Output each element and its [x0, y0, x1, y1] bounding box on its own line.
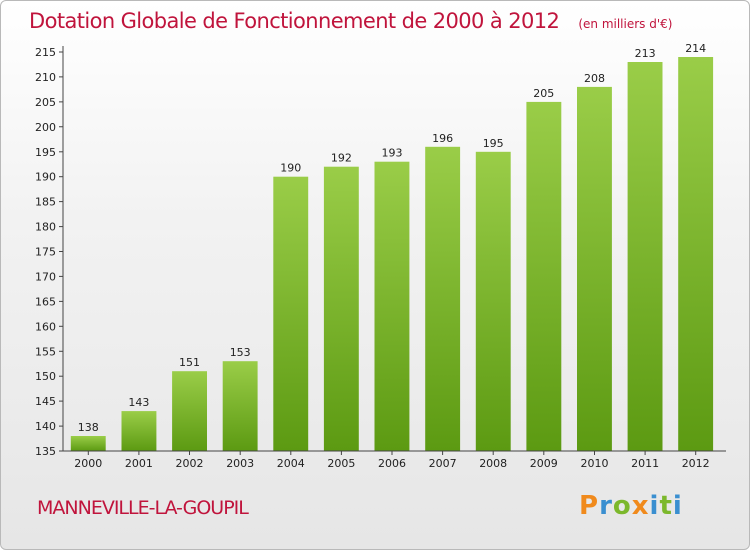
axes-group: 2000 2001 2002 2003 2004 2005 2006 2007 2008 2009…: [35, 46, 726, 470]
x-tick-2003: 2003: [226, 457, 254, 470]
x-tick-2002: 2002: [176, 457, 204, 470]
logo-letter: i: [672, 491, 683, 521]
data-label-2012: 214: [685, 42, 706, 55]
x-tick-2008: 2008: [479, 457, 507, 470]
bar-2006: [374, 161, 410, 451]
x-tick-2006: 2006: [378, 457, 406, 470]
data-label-2010: 208: [584, 72, 605, 85]
bar-2008: [475, 151, 511, 452]
y-tick-170: 170: [35, 270, 56, 283]
title-row: Dotation Globale de Fonctionnement de 20…: [29, 9, 672, 33]
y-tick-180: 180: [35, 221, 56, 234]
x-tick-2001: 2001: [125, 457, 153, 470]
data-label-2003: 153: [230, 346, 251, 359]
bar-2009: [526, 101, 562, 452]
chart-subtitle: (en milliers d'€): [578, 17, 673, 31]
y-tick-195: 195: [35, 146, 56, 159]
logo-letter: t: [659, 491, 673, 521]
bar-2011: [627, 62, 663, 451]
chart-title: Dotation Globale de Fonctionnement de 20…: [29, 9, 560, 33]
data-label-2004: 190: [280, 162, 301, 175]
data-label-2008: 195: [483, 137, 504, 150]
x-tick-2009: 2009: [530, 457, 558, 470]
proxiti-logo[interactable]: Proxiti: [579, 491, 683, 521]
bar-2010: [577, 86, 612, 452]
bar-2000: [70, 436, 106, 451]
commune-name: MANNEVILLE-LA-GOUPIL: [37, 497, 249, 519]
logo-letter: o: [612, 491, 632, 521]
x-tick-2007: 2007: [429, 457, 457, 470]
x-tick-2012: 2012: [682, 457, 710, 470]
data-label-2006: 193: [382, 147, 403, 160]
y-tick-185: 185: [35, 196, 56, 209]
x-tick-2011: 2011: [631, 457, 659, 470]
y-tick-145: 145: [35, 395, 56, 408]
y-tick-175: 175: [35, 246, 56, 259]
data-label-2005: 192: [331, 152, 352, 165]
bar-2004: [273, 176, 309, 451]
bar-2005: [323, 166, 359, 451]
data-label-2011: 213: [635, 47, 656, 60]
logo-letter: P: [579, 491, 600, 521]
bar-2003: [222, 361, 258, 451]
y-tick-165: 165: [35, 295, 56, 308]
y-tick-135: 135: [35, 445, 56, 458]
y-tick-150: 150: [35, 370, 56, 383]
x-tick-2005: 2005: [327, 457, 355, 470]
y-tick-140: 140: [35, 420, 56, 433]
y-tick-205: 205: [35, 96, 56, 109]
bar-2007: [425, 146, 461, 452]
logo-letter: r: [599, 491, 613, 521]
y-tick-215: 215: [35, 46, 56, 59]
x-tick-2000: 2000: [74, 457, 102, 470]
y-tick-190: 190: [35, 171, 56, 184]
bar-2002: [172, 371, 207, 451]
y-tick-200: 200: [35, 121, 56, 134]
data-label-2001: 143: [128, 396, 149, 409]
x-tick-2010: 2010: [581, 457, 609, 470]
x-tick-2004: 2004: [277, 457, 305, 470]
bar-2012: [678, 57, 714, 451]
data-label-2009: 205: [533, 87, 554, 100]
y-tick-155: 155: [35, 345, 56, 358]
logo-letter: x: [631, 491, 650, 521]
bars-group: 138 143 151 153 190 192 193 196 195 205 208 213 214: [70, 42, 714, 452]
data-label-2000: 138: [78, 421, 99, 434]
data-label-2007: 196: [432, 132, 453, 145]
y-tick-160: 160: [35, 320, 56, 333]
data-label-2002: 151: [179, 356, 200, 369]
logo-letter: i: [649, 491, 660, 521]
y-tick-210: 210: [35, 71, 56, 84]
bar-2001: [121, 411, 157, 451]
